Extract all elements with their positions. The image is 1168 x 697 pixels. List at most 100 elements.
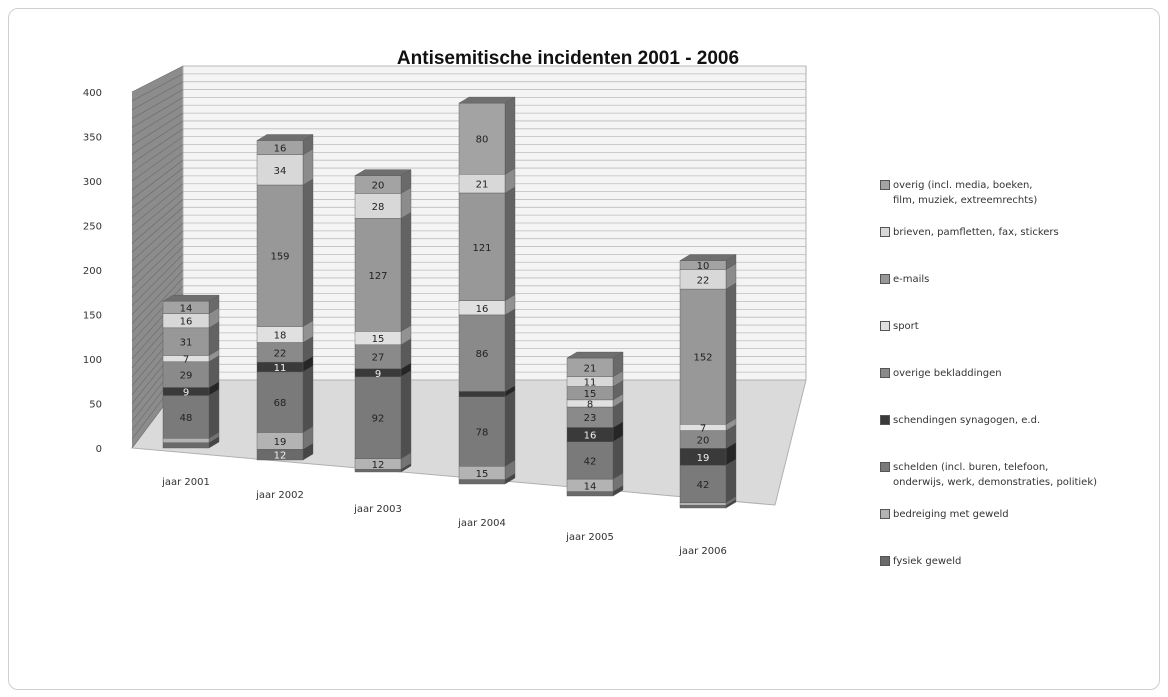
legend-label-line: schelden (incl. buren, telefoon, <box>893 462 1049 473</box>
data-label: 20 <box>372 181 385 192</box>
bar-segment <box>256 184 304 327</box>
bar-side-segment <box>612 435 624 480</box>
legend-swatch <box>880 368 890 378</box>
data-label: 34 <box>274 166 287 177</box>
data-label: 159 <box>270 252 289 263</box>
x-tick-label: jaar 2006 <box>678 546 727 557</box>
data-label: 9 <box>375 369 381 380</box>
side-grid-line <box>131 191 184 235</box>
legend-label: brieven, pamfletten, fax, stickers <box>893 225 1059 240</box>
side-grid-line <box>131 144 184 182</box>
legend-item: fysiek geweld <box>880 554 961 569</box>
y-tick-label: 150 <box>83 311 102 322</box>
y-tick-label: 100 <box>83 355 102 366</box>
legend-label-line: brieven, pamfletten, fax, stickers <box>893 227 1059 238</box>
bar-top <box>162 294 220 302</box>
bar-side-segment <box>400 211 412 332</box>
side-grid-line <box>131 238 184 289</box>
data-label: 11 <box>274 363 287 374</box>
y-tick-label: 0 <box>96 444 102 455</box>
legend-label-line: bedreiging met geweld <box>893 509 1009 520</box>
bar-segment <box>162 361 210 388</box>
bar-segment <box>162 442 210 449</box>
side-grid-line <box>131 104 184 137</box>
bar-side-segment <box>504 308 516 392</box>
y-tick-label: 200 <box>83 266 102 277</box>
data-label: 15 <box>584 389 597 400</box>
x-tick-label: jaar 2005 <box>565 532 614 543</box>
bar-top <box>354 169 412 176</box>
legend-label-line: e-mails <box>893 274 930 285</box>
legend-item: sport <box>880 319 919 334</box>
legend-label: overige bekladdingen <box>893 366 1002 381</box>
side-grid-line <box>131 65 184 93</box>
side-grid-line <box>131 73 184 102</box>
side-grid-line <box>131 183 184 226</box>
bar-segment <box>354 193 402 219</box>
bar-top <box>458 96 516 104</box>
bar-side-segment <box>208 389 220 439</box>
legend-item: schendingen synagogen, e.d. <box>880 413 1040 428</box>
x-tick-label: jaar 2001 <box>161 477 210 488</box>
side-grid-line <box>131 262 184 315</box>
data-label: 19 <box>274 437 287 448</box>
legend-label: sport <box>893 319 919 334</box>
bar-segment <box>679 505 727 509</box>
bar-side-segment <box>302 178 314 327</box>
data-label: 29 <box>180 371 193 382</box>
data-label: 16 <box>584 431 597 442</box>
data-label: 10 <box>697 261 710 272</box>
bar-segment <box>354 218 402 332</box>
data-label: 68 <box>274 398 287 409</box>
bar-segment <box>256 371 304 433</box>
bar-side-segment <box>302 365 314 433</box>
side-grid-line <box>131 214 184 262</box>
data-label: 21 <box>584 363 597 374</box>
data-label: 12 <box>372 460 385 471</box>
data-label: 14 <box>180 303 193 314</box>
y-tick-label: 350 <box>83 133 102 144</box>
data-label: 48 <box>180 413 193 424</box>
data-label: 92 <box>372 414 385 425</box>
x-tick-label: jaar 2003 <box>353 504 402 515</box>
data-label: 42 <box>584 456 597 467</box>
legend-label-line: overige bekladdingen <box>893 368 1002 379</box>
y-tick-label: 400 <box>83 88 102 99</box>
bar-segment <box>458 391 506 397</box>
bar-side-segment <box>302 148 314 186</box>
bar-stack-2: 12 19 68 11 22 18 159 34 16 <box>256 134 314 462</box>
side-grid-line <box>131 167 184 208</box>
side-grid-line <box>131 159 184 200</box>
legend-label: fysiek geweld <box>893 554 961 569</box>
data-label: 23 <box>584 413 597 424</box>
legend-label-line: fysiek geweld <box>893 556 962 567</box>
side-grid-line <box>131 246 184 297</box>
side-grid-line <box>131 112 184 146</box>
bar-stack-4: 15 78 86 16 121 21 80 <box>458 96 516 485</box>
side-grid-line <box>131 222 184 271</box>
data-label: 19 <box>697 453 710 464</box>
legend-swatch <box>880 462 890 472</box>
data-label: 27 <box>372 353 385 364</box>
y-tick-label: 300 <box>83 177 102 188</box>
data-label: 11 <box>584 378 597 389</box>
data-label: 22 <box>274 348 287 359</box>
bar-segment <box>679 502 727 506</box>
legend-item: schelden (incl. buren, telefoon, onderwij… <box>880 460 1097 490</box>
side-grid-line <box>131 175 184 217</box>
chart-title: Antisemitische incidenten 2001 - 2006 <box>397 48 739 69</box>
legend-swatch <box>880 556 890 566</box>
bar-segment <box>458 192 506 301</box>
data-label: 18 <box>274 331 287 342</box>
legend-label-line: overig (incl. media, boeken, <box>893 180 1033 191</box>
data-label: 16 <box>476 304 489 315</box>
bar-segment <box>458 479 506 485</box>
bar-top <box>679 254 737 261</box>
data-label: 16 <box>180 317 193 328</box>
bar-segment <box>679 288 727 425</box>
bar-segment <box>162 438 210 443</box>
legend-item: bedreiging met geweld <box>880 507 1009 522</box>
legend-item: brieven, pamfletten, fax, stickers <box>880 225 1059 240</box>
side-grid-line <box>131 254 184 306</box>
